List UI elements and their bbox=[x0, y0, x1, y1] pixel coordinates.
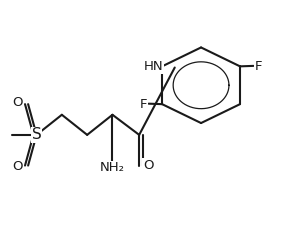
Text: NH₂: NH₂ bbox=[100, 161, 125, 174]
Text: HN: HN bbox=[143, 60, 163, 73]
Text: F: F bbox=[140, 98, 148, 111]
Text: O: O bbox=[12, 160, 23, 173]
Text: S: S bbox=[32, 127, 41, 142]
Text: F: F bbox=[254, 60, 262, 73]
Text: O: O bbox=[12, 97, 23, 109]
Text: O: O bbox=[143, 159, 153, 172]
